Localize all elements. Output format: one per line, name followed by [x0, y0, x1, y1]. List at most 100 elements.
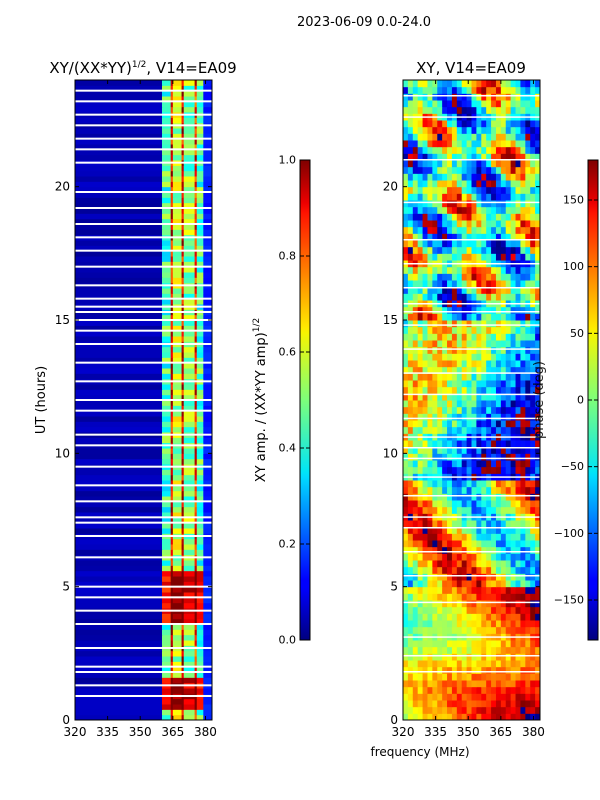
phase-cell [437, 546, 443, 554]
phase-cell [471, 140, 477, 148]
phase-cell [466, 193, 472, 201]
phase-cell [437, 133, 443, 141]
amplitude-cell [172, 624, 183, 630]
phase-cell [407, 620, 414, 628]
amplitude-cell [203, 394, 212, 401]
amplitude-cell [181, 576, 185, 582]
phase-cell [510, 86, 517, 94]
phase-cell [481, 646, 487, 654]
amplitude-cell [172, 314, 183, 321]
phase-cell [432, 286, 438, 294]
phase-cell [510, 93, 517, 101]
phase-cell [471, 620, 477, 628]
amplitude-cell [181, 261, 185, 268]
phase-cell [486, 540, 492, 548]
phase-cell [437, 93, 443, 101]
phase-cell [456, 280, 463, 288]
phase-cell [486, 706, 492, 714]
phase-cell [505, 220, 512, 228]
phase-cell [476, 533, 482, 541]
amplitude-cell [75, 416, 163, 422]
amplitude-cell [194, 656, 198, 662]
amplitude-cell [196, 250, 204, 257]
phase-cell [466, 320, 472, 328]
phase-cell [403, 140, 409, 148]
amplitude-cell [172, 474, 183, 481]
phase-cell [486, 580, 492, 588]
phase-cell [407, 466, 414, 474]
phase-cell [495, 613, 502, 621]
amplitude-cell [161, 506, 172, 513]
phase-cell [476, 353, 482, 361]
phase-cell [422, 246, 428, 254]
phase-cell [427, 140, 433, 148]
phase-cell [403, 533, 409, 541]
amplitude-cell [161, 560, 172, 566]
amplitude-flag-gap [75, 305, 212, 308]
phase-cell [437, 173, 443, 181]
amplitude-cell [170, 176, 174, 182]
amplitude-ytick-label: 5 [62, 580, 70, 594]
phase-cell [530, 280, 536, 288]
phase-cell [461, 466, 468, 474]
phase-cell [495, 373, 502, 381]
phase-cell [417, 213, 424, 221]
phase-cell [407, 226, 414, 234]
phase-cell [486, 146, 492, 154]
phase-cell [535, 213, 540, 221]
phase-cell [520, 553, 526, 561]
phase-cell [466, 540, 472, 548]
amplitude-cell [196, 410, 204, 417]
phase-cell [530, 533, 536, 541]
phase-cell [407, 506, 414, 514]
phase-cell [535, 500, 540, 508]
amplitude-cell [161, 293, 172, 300]
amplitude-cell [75, 517, 163, 524]
amplitude-cell [183, 512, 196, 518]
phase-cell [432, 386, 438, 394]
phase-cell [412, 353, 419, 361]
phase-cell [525, 666, 531, 674]
phase-cell [476, 200, 482, 208]
amplitude-cell [196, 144, 204, 150]
phase-cell [476, 400, 482, 408]
phase-cell [505, 333, 512, 341]
phase-cell [456, 533, 463, 541]
amplitude-cell [170, 213, 174, 220]
phase-cell [466, 120, 472, 128]
amplitude-cell [161, 117, 172, 124]
phase-cell [495, 340, 502, 348]
phase-cell [515, 160, 521, 168]
amplitude-cell [75, 581, 163, 588]
amplitude-cell [194, 362, 198, 369]
amplitude-cell [203, 181, 212, 188]
phase-cell [515, 93, 521, 101]
phase-cell [486, 613, 492, 621]
phase-cell [535, 386, 540, 394]
amplitude-cell [170, 261, 174, 268]
phase-cell [471, 360, 477, 368]
phase-cell [466, 146, 472, 154]
phase-cell [510, 126, 517, 134]
phase-cell [525, 593, 531, 601]
phase-cell [442, 146, 448, 154]
phase-cell [427, 180, 433, 188]
amplitude-cell [172, 101, 183, 108]
phase-cell [417, 466, 424, 474]
amplitude-xtick-label: 365 [161, 725, 184, 739]
phase-cell [466, 560, 472, 568]
phase-cell [427, 273, 433, 281]
phase-cell [437, 620, 443, 628]
phase-cell [432, 480, 438, 488]
amplitude-cell [181, 138, 185, 145]
phase-cell [500, 193, 507, 201]
phase-cell [456, 606, 463, 614]
amplitude-cell [172, 400, 183, 406]
phase-cell [437, 560, 443, 568]
phase-cell [535, 266, 540, 274]
phase-cell [500, 153, 507, 161]
phase-cell [456, 440, 463, 448]
amplitude-cell [194, 133, 198, 140]
phase-cell [403, 320, 409, 328]
phase-cell [486, 126, 492, 134]
